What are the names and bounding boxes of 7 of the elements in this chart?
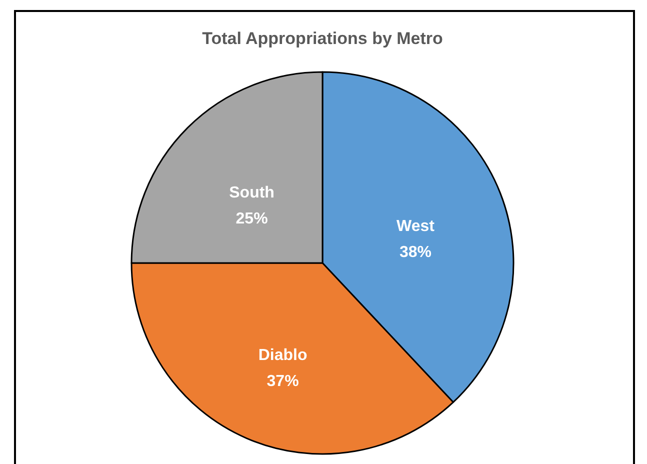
data-label: 37%	[266, 372, 299, 390]
data-label: 38%	[399, 244, 432, 262]
slice-label: South	[229, 184, 274, 202]
chart-title: Total Appropriations by Metro	[202, 29, 443, 48]
data-label: 25%	[236, 210, 268, 228]
slice-label: Diablo	[258, 346, 308, 364]
slice-label: West	[396, 218, 436, 236]
